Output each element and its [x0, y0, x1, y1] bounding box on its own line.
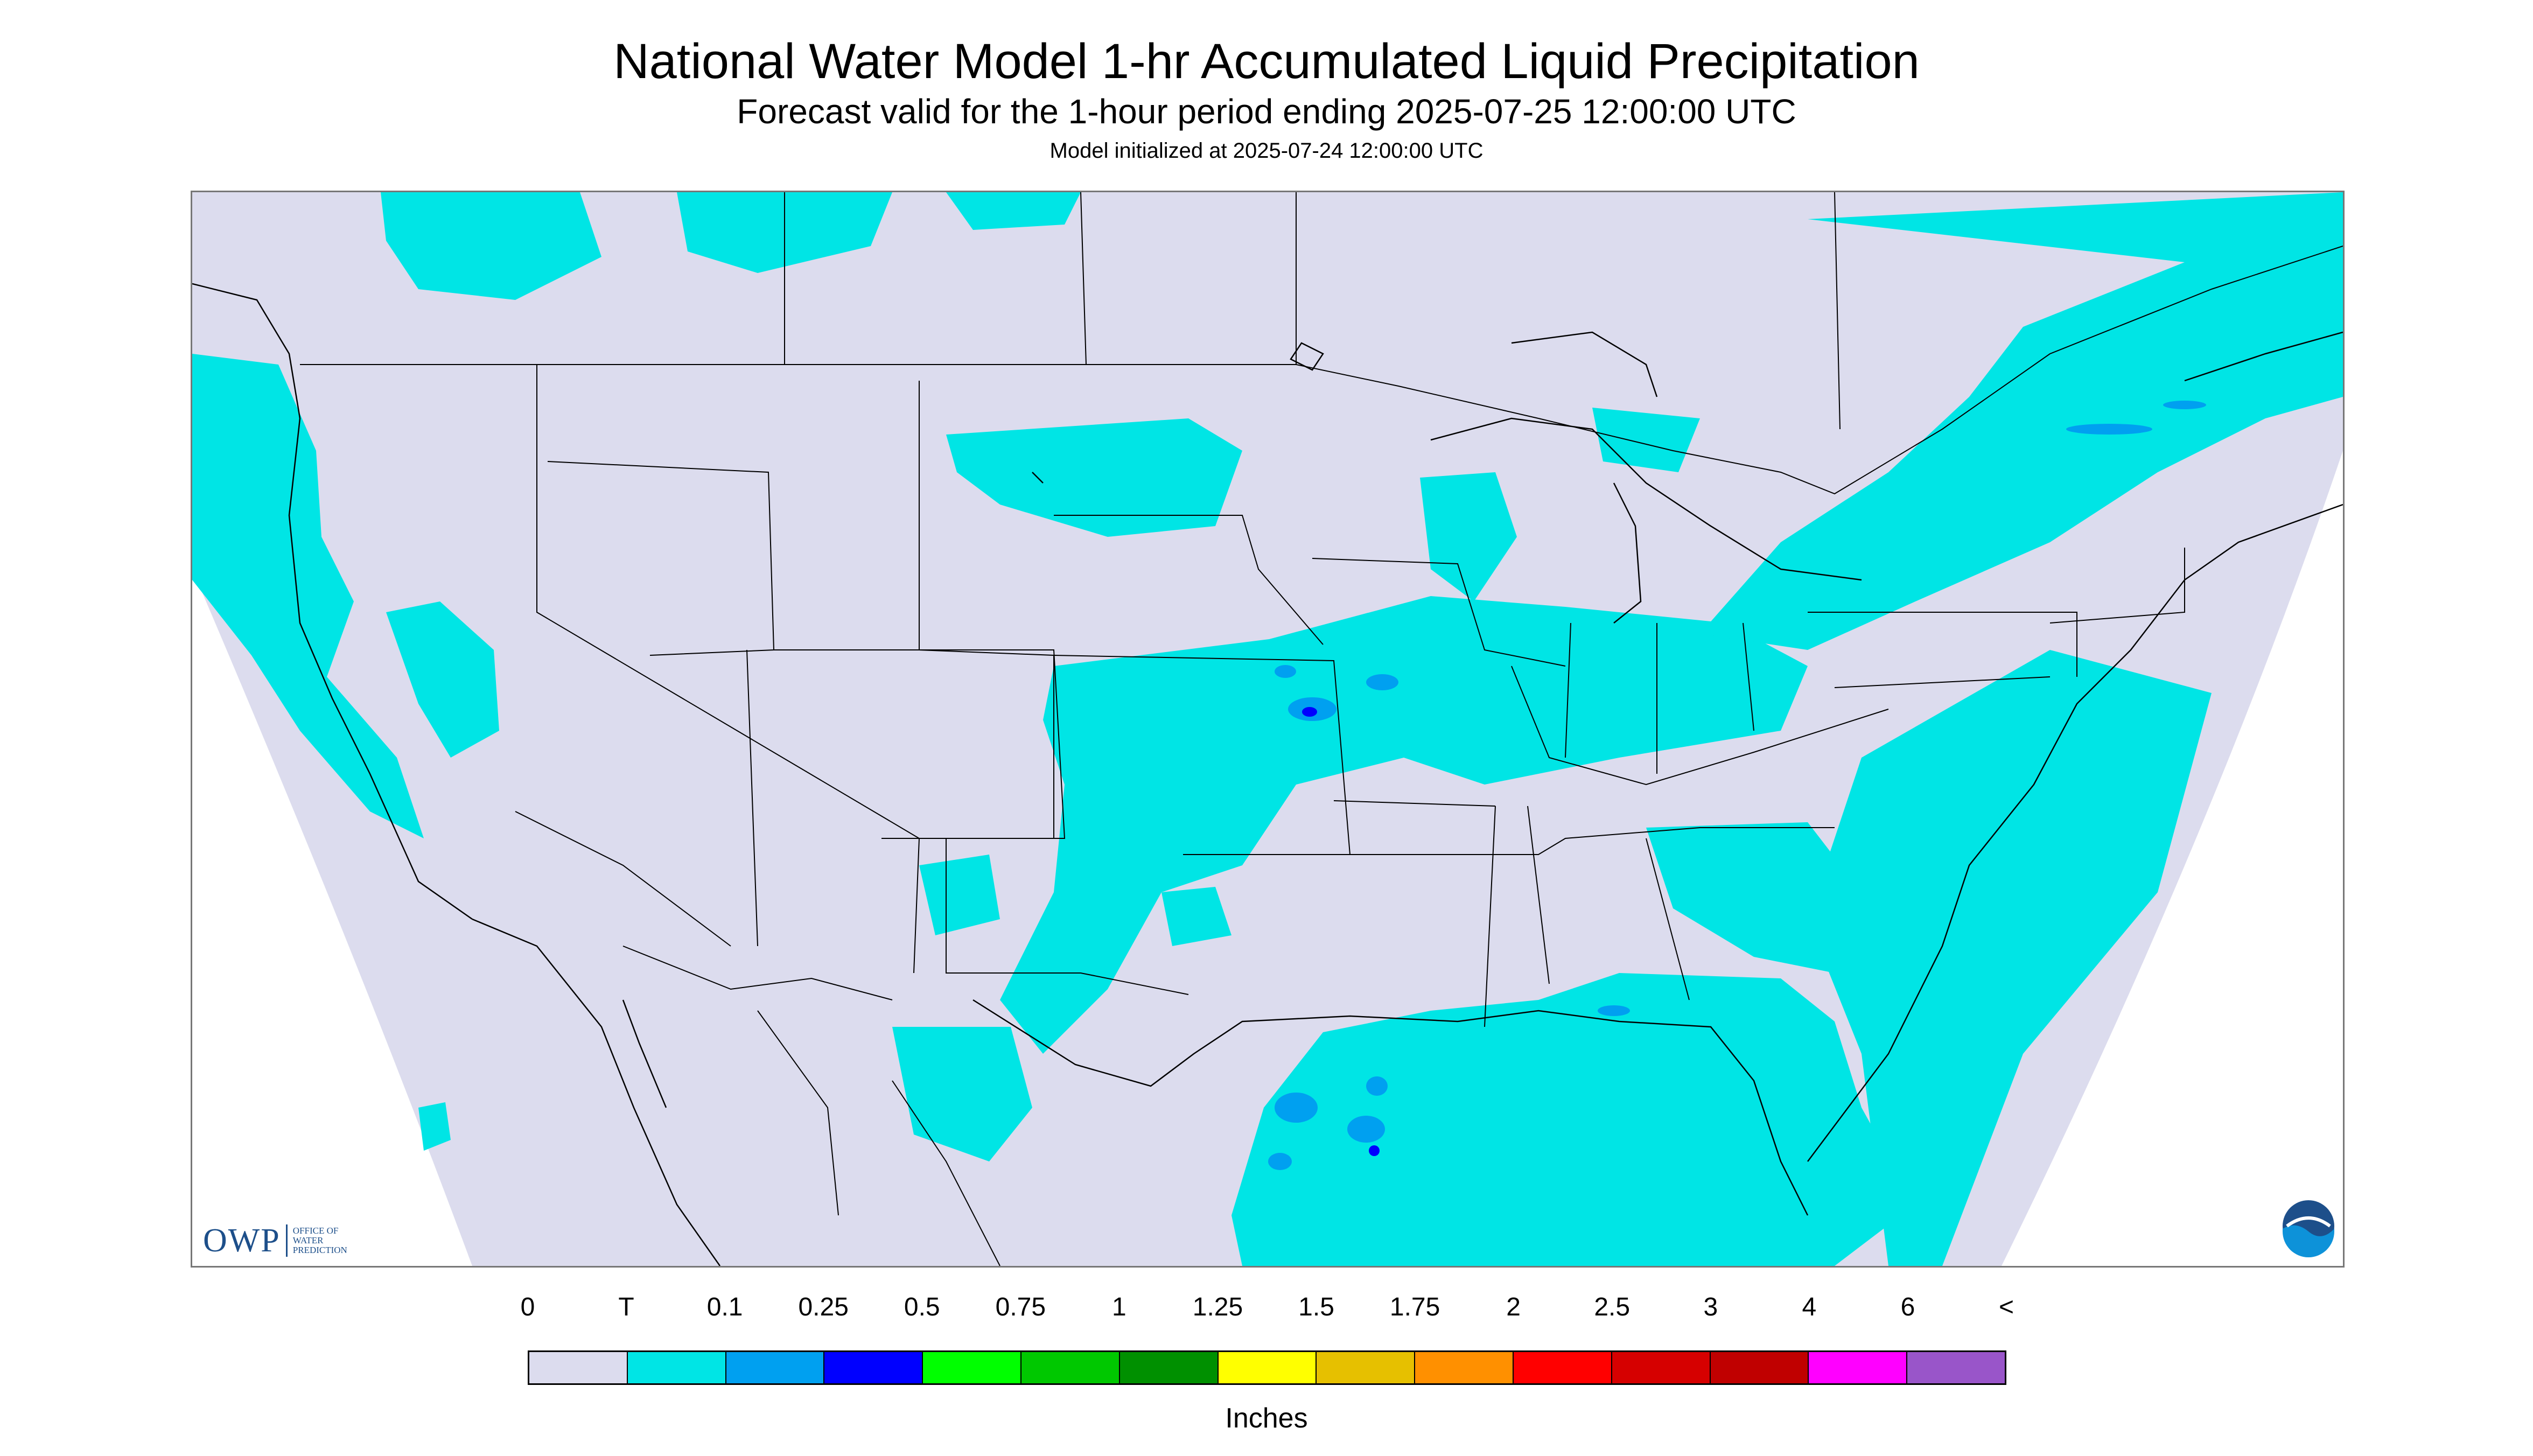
- map-subtitle: Forecast valid for the 1-hour period end…: [737, 92, 1796, 131]
- legend-labels: 0 T 0.1 0.25 0.5 0.75 1 1.25 1.5 1.75 2 2.5 3 4 6 <: [521, 1292, 2014, 1330]
- map-canvas: [192, 192, 2343, 1266]
- legend-swatch: [529, 1352, 628, 1383]
- owp-logo-line-2: WATER: [292, 1235, 324, 1245]
- owp-logo-line-3: PREDICTION: [292, 1245, 347, 1255]
- model-init-line: Model initialized at 2025-07-24 12:00:00…: [1049, 139, 1484, 163]
- legend-swatch: [824, 1352, 923, 1383]
- trace-precip-areas: [192, 192, 2343, 1266]
- legend-label: 4: [1802, 1293, 1817, 1321]
- precipitation-map: OWP OFFICE OF WATER PREDICTION: [191, 191, 2345, 1268]
- legend-label: 1.25: [1192, 1293, 1243, 1321]
- legend-swatch: [1612, 1352, 1711, 1383]
- legend-label: 1.75: [1389, 1293, 1440, 1321]
- legend-swatch: [1021, 1352, 1120, 1383]
- legend-label: 0: [520, 1293, 535, 1321]
- legend-label: 0.1: [706, 1293, 743, 1321]
- legend-units: Inches: [1225, 1403, 1308, 1434]
- moderate-precip-areas: [1302, 707, 1380, 1156]
- legend-label: 0.75: [995, 1293, 1046, 1321]
- owp-logo-line-1: OFFICE OF: [292, 1226, 339, 1236]
- legend-label: T: [618, 1293, 634, 1321]
- legend-label: <: [1998, 1293, 2014, 1321]
- legend-swatch: [1415, 1352, 1514, 1383]
- legend-swatch: [1907, 1352, 2005, 1383]
- owp-logo: OWP OFFICE OF WATER PREDICTION: [203, 1222, 347, 1259]
- noaa-logo: [2283, 1200, 2334, 1257]
- legend-swatch: [1513, 1352, 1612, 1383]
- legend-label: 0.5: [904, 1293, 940, 1321]
- map-title: National Water Model 1-hr Accumulated Li…: [613, 34, 1920, 89]
- political-boundaries: [300, 192, 2343, 1266]
- legend-swatch: [1710, 1352, 1809, 1383]
- legend-label: 6: [1900, 1293, 1915, 1321]
- legend-swatch: [1218, 1352, 1317, 1383]
- coastlines: [192, 283, 2343, 1266]
- outside-domain-left: [192, 569, 472, 1266]
- legend-label: 1.5: [1298, 1293, 1334, 1321]
- legend-label: 1: [1112, 1293, 1126, 1321]
- legend-swatch: [1317, 1352, 1416, 1383]
- legend-swatch: [627, 1352, 726, 1383]
- legend-label: 3: [1703, 1293, 1718, 1321]
- legend-swatch: [1119, 1352, 1219, 1383]
- owp-logo-text: OWP: [203, 1222, 281, 1259]
- legend-label: 2.5: [1594, 1293, 1631, 1321]
- legend-swatch: [923, 1352, 1021, 1383]
- legend-label: 0.25: [798, 1293, 849, 1321]
- legend-label: 2: [1506, 1293, 1521, 1321]
- legend-swatch: [726, 1352, 825, 1383]
- outside-domain-right: [2002, 451, 2343, 1266]
- color-legend: 0 T 0.1 0.25 0.5 0.75 1 1.25 1.5 1.75 2 2.5 3 4 6 <: [521, 1292, 2014, 1400]
- legend-color-bar: [528, 1350, 2006, 1385]
- legend-swatch: [1809, 1352, 1908, 1383]
